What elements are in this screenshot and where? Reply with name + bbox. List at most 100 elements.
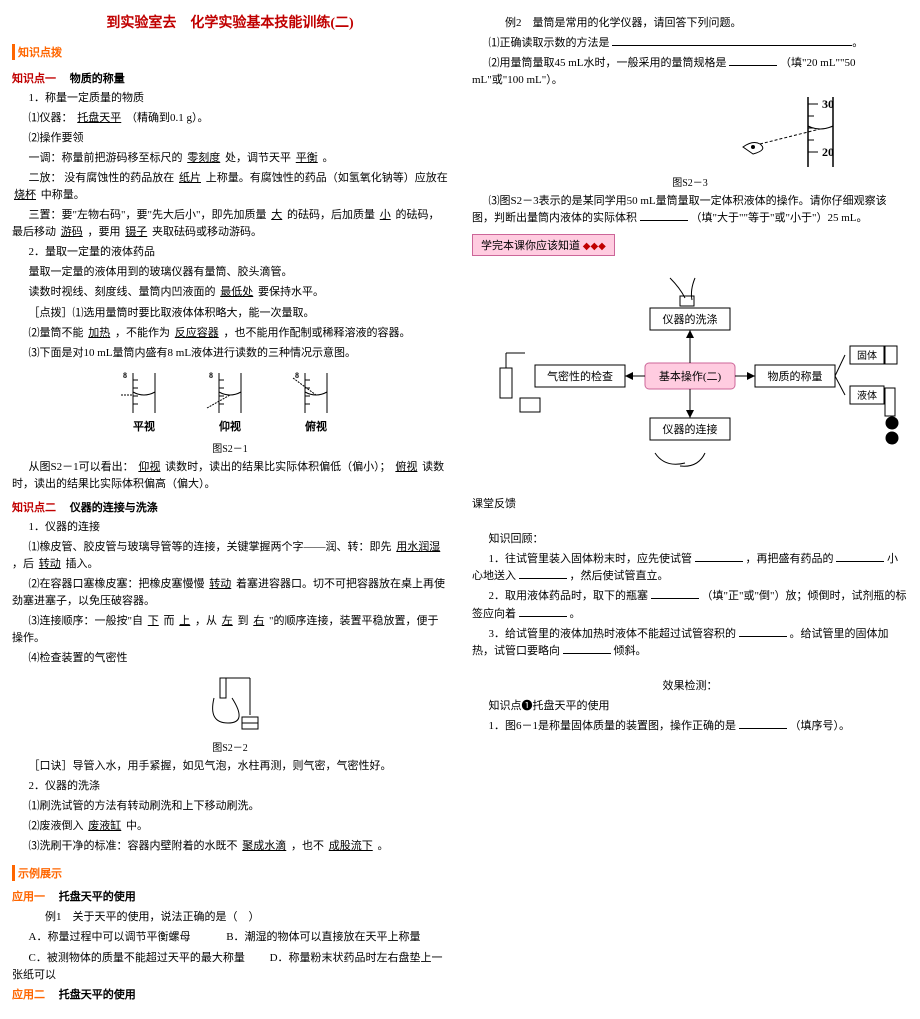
t: ⑴橡皮管、胶皮管与玻璃导管等的连接，关键掌握两个字——润、转：即先 bbox=[29, 541, 392, 553]
kp1-header: 知识点一 物质的称量 bbox=[12, 70, 448, 86]
optA: A．称量过程中可以调节平衡螺母 bbox=[29, 931, 191, 943]
kr-2: 2．取用液体药品时，取下的瓶塞 （填"正"或"倒"）放；倾倒时，试剂瓶的标签应向… bbox=[472, 588, 908, 622]
ex2-head: 例2 量筒是常用的化学仪器，请回答下列问题。 bbox=[472, 15, 908, 32]
t: 三置：要"左物右码"，要"先大后小"，即先加质量 bbox=[29, 209, 267, 221]
b: 游码 bbox=[59, 226, 85, 238]
cyl-up-svg: 8 bbox=[205, 368, 255, 418]
figcap-2: 图S2－2 bbox=[12, 739, 448, 754]
blank-line bbox=[519, 616, 567, 617]
p-4b: 二放： 没有腐蚀性的药品放在 纸片 上称量。有腐蚀性的药品（如氢氧化钠等）应放在… bbox=[12, 170, 448, 204]
svg-text:8: 8 bbox=[295, 371, 299, 380]
p-5: 2．量取一定量的液体药品 bbox=[12, 244, 448, 261]
t: 2．取用液体药品时，取下的瓶塞 bbox=[489, 590, 649, 602]
flask-svg bbox=[190, 673, 270, 733]
p-4c: 三置：要"左物右码"，要"先大后小"，即先加质量 大 的砝码，后加质量 小 的砝… bbox=[12, 207, 448, 241]
kp1-title: 物质的称量 bbox=[70, 73, 125, 85]
b: 转动 bbox=[37, 558, 63, 570]
p-6: 量取一定量的液体用到的玻璃仪器有量筒、胶头滴管。 bbox=[12, 264, 448, 281]
svg-text:8: 8 bbox=[123, 371, 127, 380]
t: 上称量。有腐蚀性的药品（如氢氧化钠等）应放在 bbox=[206, 172, 448, 184]
b: 纸片 bbox=[177, 172, 203, 184]
t: 二放： bbox=[29, 172, 62, 184]
blank-line bbox=[563, 653, 611, 654]
examples-tag: 示例展示 bbox=[12, 861, 448, 885]
left-column: 到实验室去 化学实验基本技能训练(二) 知识点拨 知识点一 物质的称量 1．称量… bbox=[12, 12, 448, 1007]
map-solid: 固体 bbox=[857, 350, 877, 362]
t: 从图S2－1可以看出： bbox=[29, 461, 134, 473]
concept-map: 基本操作(二) 仪器的洗涤 气密性的检查 物质的称量 仪器的连接 固体 bbox=[472, 268, 908, 488]
blank-line bbox=[519, 578, 567, 579]
t: ⑴仪器： bbox=[29, 112, 73, 124]
b: 废液缸 bbox=[86, 820, 123, 832]
b: 俯视 bbox=[393, 461, 419, 473]
p-10: ⑶下面是对10 mL量筒内盛有8 mL液体进行读数的三种情况示意图。 bbox=[12, 345, 448, 362]
b: 用水润湿 bbox=[394, 541, 442, 553]
t: 没有腐蚀性的药品放在 bbox=[64, 172, 174, 184]
b: 聚成水滴 bbox=[240, 840, 288, 852]
kr-hdr: 知识回顾： bbox=[472, 531, 908, 548]
p-4a: 一调：称量前把游码移至标尺的 零刻度 处，调节天平 平衡 。 bbox=[12, 150, 448, 167]
optB: B．潮湿的物体可以直接放在天平上称量 bbox=[226, 931, 420, 943]
t: ⑵用量筒量取45 mL水时，一般采用的量筒规格是 bbox=[489, 57, 727, 69]
app2-label: 应用二 bbox=[12, 989, 45, 1001]
p-3: ⑵操作要领 bbox=[12, 130, 448, 147]
b: 大 bbox=[269, 209, 284, 221]
t: 中称量。 bbox=[41, 189, 85, 201]
ex1: 例1 关于天平的使用，说法正确的是（ ） bbox=[12, 909, 448, 926]
cylinder-eye-svg: 30 20 bbox=[738, 92, 848, 172]
figcap-3: 图S2－3 bbox=[472, 174, 908, 189]
b: 烧杯 bbox=[12, 189, 38, 201]
blank-line bbox=[729, 65, 777, 66]
map-right: 物质的称量 bbox=[768, 369, 823, 383]
p-8: ［点拨］⑴选用量筒时要比取液体体积略大，能一次量取。 bbox=[12, 305, 448, 322]
page-title: 到实验室去 化学实验基本技能训练(二) bbox=[12, 12, 448, 32]
examples-label: 示例展示 bbox=[12, 865, 62, 881]
map-liquid: 液体 bbox=[857, 389, 877, 402]
svg-text:20: 20 bbox=[822, 145, 834, 159]
svg-text:30: 30 bbox=[822, 97, 834, 111]
t: 。 bbox=[323, 152, 334, 164]
kp2-10: ⑶洗刷干净的标准：容器内壁附着的水既不 聚成水滴 ，也不 成股流下 。 bbox=[12, 838, 448, 855]
t: ，也不能用作配制或稀释溶液的容器。 bbox=[224, 327, 411, 339]
t: ，然后使试管直立。 bbox=[570, 570, 669, 582]
right-column: 例2 量筒是常用的化学仪器，请回答下列问题。 ⑴正确读取示数的方法是 。 ⑵用量… bbox=[472, 12, 908, 1007]
cyl-label-down: 俯视 bbox=[291, 418, 341, 434]
t: 。 bbox=[378, 840, 389, 852]
t: 到 bbox=[238, 615, 249, 627]
t: 读数时，读出的结果比实际体积偏低（偏小）； bbox=[165, 461, 391, 473]
kp-ec: 知识点❶托盘天平的使用 bbox=[472, 698, 908, 715]
t: （精确到0.1 g）。 bbox=[126, 112, 209, 124]
b: 上 bbox=[177, 615, 192, 627]
b: 加热 bbox=[86, 327, 112, 339]
cyl-level: 8 平视 bbox=[119, 368, 169, 434]
kp2-title: 仪器的连接与洗涤 bbox=[70, 502, 158, 514]
ex2-2: ⑵用量筒量取45 mL水时，一般采用的量筒规格是 （填"20 mL""50 mL… bbox=[472, 55, 908, 89]
b: 反应容器 bbox=[173, 327, 221, 339]
blank-line bbox=[695, 561, 743, 562]
t: 而 bbox=[164, 615, 175, 627]
kp2-4: ⑶连接顺序：一般按"自 下 而 上 ，从 左 到 右 "的顺序连接，装置平稳放置… bbox=[12, 613, 448, 647]
kr-3: 3．给试管里的液体加热时液体不能超过试管容积的 。给试管里的固体加热，试管口要略… bbox=[472, 626, 908, 660]
t: 插入。 bbox=[66, 558, 99, 570]
b: 下 bbox=[146, 615, 161, 627]
b: 平衡 bbox=[294, 152, 320, 164]
tag-chain: 知识点拨 bbox=[12, 40, 448, 64]
ex2-1: ⑴正确读取示数的方法是 。 bbox=[472, 35, 908, 52]
blank-line bbox=[739, 636, 787, 637]
map-center: 基本操作(二) bbox=[659, 369, 722, 383]
t: ，从 bbox=[195, 615, 217, 627]
b: 左 bbox=[220, 615, 235, 627]
ec-1: 1．图6－1是称量固体质量的装置图，操作正确的是 （填序号）。 bbox=[472, 718, 908, 735]
flask-diagram bbox=[12, 673, 448, 733]
ex2-3: ⑶图S2－3表示的是某同学用50 mL量筒量取一定体积液体的操作。请你仔细观察该… bbox=[472, 193, 908, 227]
t: 夹取砝码或移动游码。 bbox=[152, 226, 262, 238]
t: ⑵废液倒入 bbox=[29, 820, 84, 832]
b: 仰视 bbox=[136, 461, 162, 473]
kp2-2: ⑴橡皮管、胶皮管与玻璃导管等的连接，关键掌握两个字——润、转：即先 用水润湿 ，… bbox=[12, 539, 448, 573]
t: 3．给试管里的液体加热时液体不能超过试管容积的 bbox=[489, 628, 737, 640]
t: ⑶连接顺序：一般按"自 bbox=[29, 615, 144, 627]
p-7: 读数时视线、刻度线、量筒内凹液面的 最低处 要保持水平。 bbox=[12, 284, 448, 301]
blank-line bbox=[651, 598, 699, 599]
t: （填"大于""等于"或"小于"）25 mL。 bbox=[691, 212, 868, 224]
p-11: 从图S2－1可以看出： 仰视 读数时，读出的结果比实际体积偏低（偏小）； 俯视 … bbox=[12, 459, 448, 493]
